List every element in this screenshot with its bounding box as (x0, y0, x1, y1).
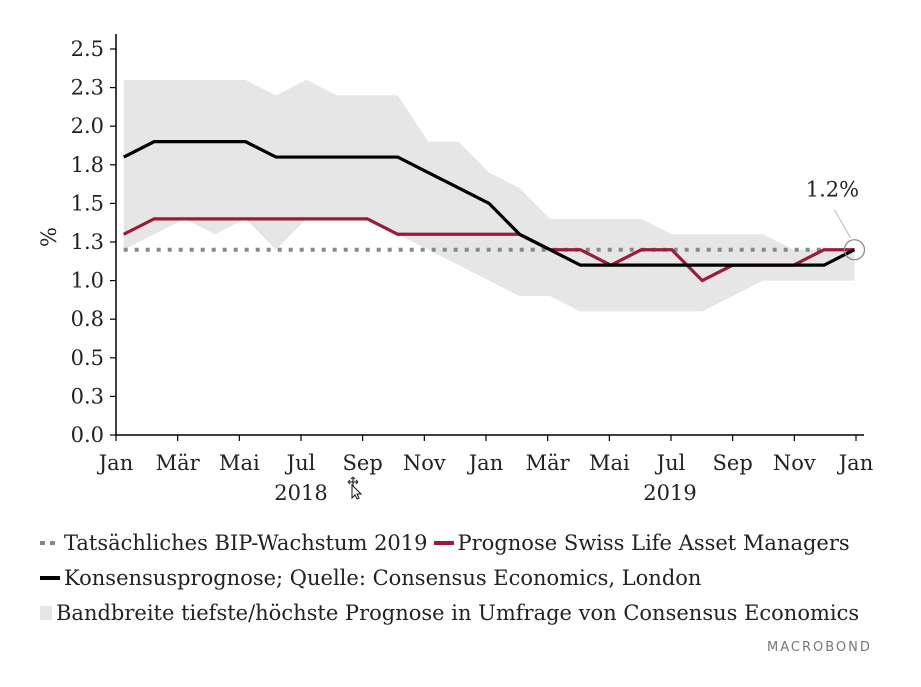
legend-label: Prognose Swiss Life Asset Managers (457, 531, 850, 555)
y-tick-label: 0.3 (71, 384, 104, 408)
red-line-swatch (433, 541, 454, 545)
consensus-line (122, 140, 856, 267)
legend-item-consensus: Konsensusprognose; Quelle: Consensus Eco… (40, 565, 701, 591)
y-tick-label: 2.5 (71, 37, 104, 61)
x-tick-label: Mär (526, 451, 571, 475)
x-tick-label: Mai (219, 451, 260, 475)
y-tick-label: 2.0 (71, 114, 104, 138)
x-tick-label: Jul (655, 451, 686, 475)
y-tick-label: 0.0 (71, 423, 104, 447)
year-label: 2018 (274, 481, 327, 505)
annotation-label: 1.2% (806, 178, 859, 202)
y-axis-title: % (37, 227, 61, 247)
y-tick-label: 1.0 (71, 269, 104, 293)
legend-label: Konsensusprognose; Quelle: Consensus Eco… (64, 566, 702, 590)
dotted-line-swatch (40, 541, 60, 545)
x-tick-label: Jan (467, 451, 503, 475)
x-tick-label: Sep (343, 451, 383, 475)
y-tick-label: 1.8 (71, 153, 104, 177)
year-label: 2019 (643, 481, 696, 505)
annotation-leader-line (834, 209, 851, 238)
x-tick-label: Sep (713, 451, 753, 475)
x-tick-label: Mär (156, 451, 201, 475)
y-tick-label: 0.8 (71, 307, 104, 331)
black-line-swatch (40, 576, 60, 580)
x-tick-label: Mai (589, 451, 630, 475)
y-tick-label: 1.5 (71, 191, 104, 215)
annotation-circle (843, 239, 866, 261)
x-tick-label: Nov (403, 451, 446, 475)
y-tick-label: 1.3 (71, 230, 104, 254)
legend-item-band: Bandbreite tiefste/höchste Prognose in U… (40, 600, 859, 626)
y-tick-label: 2.3 (71, 76, 104, 100)
macrobond-logo: MACROBOND (767, 640, 872, 655)
legend-label: Tatsächliches BIP-Wachstum 2019 (64, 531, 428, 555)
forecast-range-band (123, 79, 855, 312)
legend-label: Bandbreite tiefste/höchste Prognose in U… (56, 601, 860, 625)
x-tick-label: Jul (285, 451, 316, 475)
x-tick-label: Jan (837, 451, 873, 475)
x-tick-label: Jan (97, 451, 133, 475)
line-chart: 0.0 0.3 0.5 0.8 1.0 1.3 1.5 1.8 2.0 2.3 2.5% Jan Mär… (37, 34, 873, 505)
legend-item-actual: Tatsächliches BIP-Wachstum 2019 Prognose… (40, 530, 850, 556)
y-tick-label: 0.5 (71, 346, 104, 370)
move-cursor-icon (347, 476, 362, 500)
x-tick-label: Nov (773, 451, 816, 475)
band-swatch (40, 606, 52, 620)
